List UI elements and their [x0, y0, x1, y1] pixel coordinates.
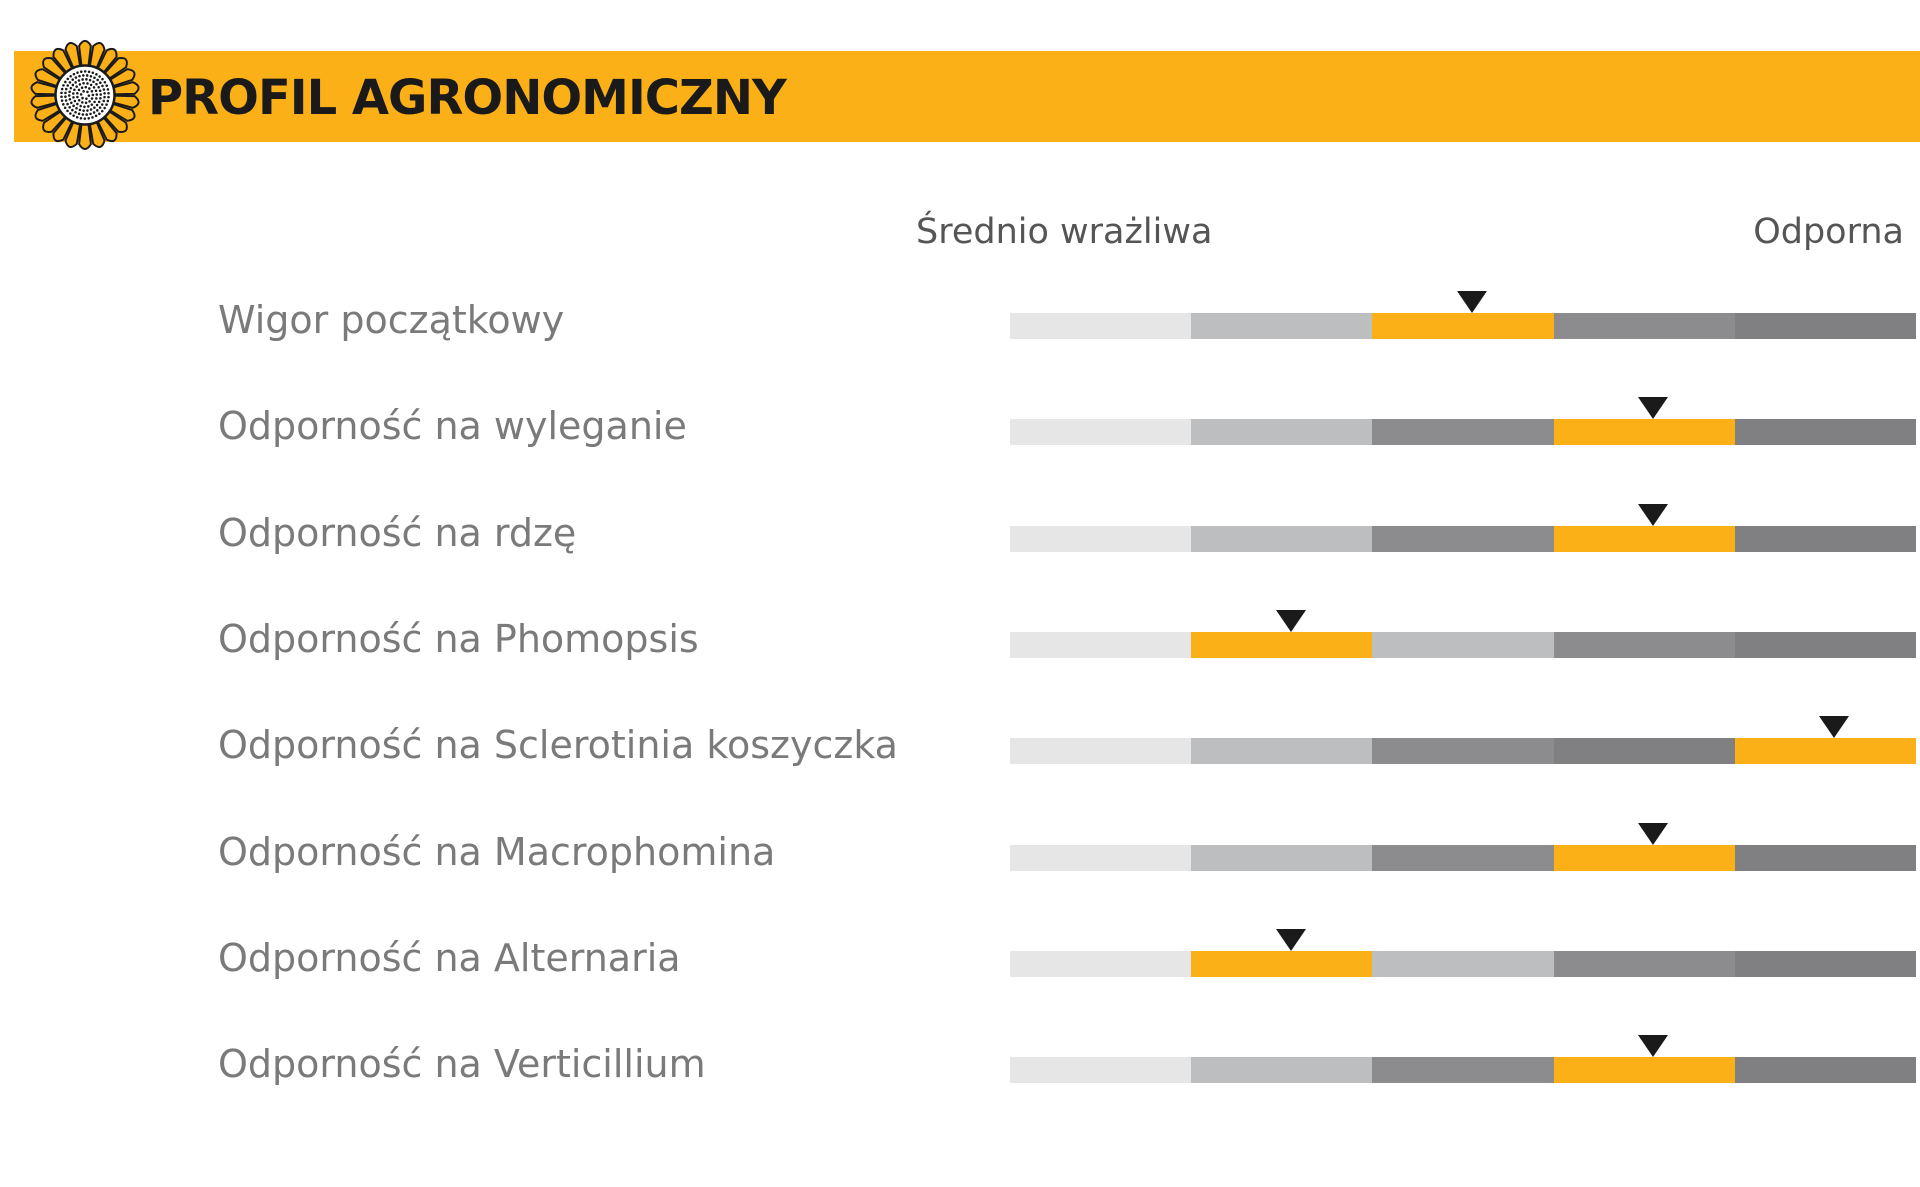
rating-segment-selected: [1553, 419, 1735, 446]
rating-segment: [1010, 313, 1192, 339]
scale-low-label: Średnio wrażliwa: [916, 212, 1213, 252]
rating-marker-icon: [1638, 1035, 1669, 1058]
rating-marker-icon: [1457, 291, 1488, 313]
row-label: Odporność na wyleganie: [218, 404, 687, 449]
rating-segment: [1010, 950, 1192, 977]
rating-segment-selected: [1553, 525, 1735, 552]
rating-segment: [1010, 419, 1192, 446]
rating-segment: [1191, 844, 1373, 871]
sunflower-icon: [30, 39, 140, 151]
rating-segment: [1010, 738, 1192, 765]
rating-segment: [1734, 1057, 1917, 1084]
rating-segment: [1553, 950, 1735, 977]
rating-segment: [1010, 844, 1192, 871]
rating-segment: [1553, 631, 1735, 658]
rating-segment: [1010, 1057, 1192, 1084]
rating-bar: [1010, 738, 1917, 765]
rating-segment-selected: [1191, 631, 1373, 658]
row-label: Odporność na Macrophomina: [218, 829, 776, 874]
rating-segment: [1372, 738, 1554, 765]
rating-bar: [1010, 419, 1917, 446]
rating-segment: [1734, 525, 1917, 552]
rating-segment: [1734, 950, 1917, 977]
rating-segment: [1734, 419, 1917, 446]
rating-marker-icon: [1638, 397, 1669, 420]
rating-segment: [1734, 313, 1917, 339]
rating-bar: [1010, 844, 1917, 871]
header-bar: [14, 51, 1920, 142]
rating-segment: [1372, 525, 1554, 552]
rating-segment-selected: [1553, 844, 1735, 871]
rating-segment: [1372, 844, 1554, 871]
rating-marker-icon: [1275, 928, 1306, 951]
rating-segment: [1010, 631, 1192, 658]
rating-segment: [1010, 525, 1192, 552]
rating-marker-icon: [1275, 609, 1306, 632]
rating-segment-selected: [1191, 950, 1373, 977]
rating-segment: [1372, 631, 1554, 658]
rating-segment: [1191, 313, 1373, 339]
rating-bar: [1010, 313, 1917, 339]
row-label: Odporność na Phomopsis: [218, 616, 699, 661]
rating-segment: [1191, 525, 1373, 552]
row-label: Odporność na Verticillium: [218, 1042, 706, 1087]
rating-segment-selected: [1372, 313, 1554, 339]
rating-bar: [1010, 631, 1917, 658]
rating-segment: [1372, 1057, 1554, 1084]
rating-marker-icon: [1819, 716, 1850, 739]
row-label: Wigor początkowy: [218, 298, 565, 342]
rating-bar: [1010, 950, 1917, 977]
rating-segment: [1372, 950, 1554, 977]
row-label: Odporność na Sclerotinia koszyczka: [218, 723, 898, 768]
rating-bar: [1010, 525, 1917, 552]
row-label: Odporność na rdzę: [218, 510, 577, 555]
rating-bar: [1010, 1057, 1917, 1084]
rating-segment-selected: [1734, 738, 1917, 765]
rating-marker-icon: [1638, 822, 1669, 845]
rating-segment: [1553, 313, 1735, 339]
rating-segment: [1372, 419, 1554, 446]
rating-segment: [1734, 631, 1917, 658]
rating-segment: [1553, 738, 1735, 765]
rating-segment: [1191, 738, 1373, 765]
rating-segment: [1191, 1057, 1373, 1084]
scale-high-label: Odporna: [1753, 212, 1904, 252]
rating-segment-selected: [1553, 1057, 1735, 1084]
row-label: Odporność na Alternaria: [218, 935, 681, 980]
rating-segment: [1734, 844, 1917, 871]
page-title: PROFIL AGRONOMICZNY: [148, 70, 787, 126]
rating-segment: [1191, 419, 1373, 446]
rating-marker-icon: [1638, 503, 1669, 526]
